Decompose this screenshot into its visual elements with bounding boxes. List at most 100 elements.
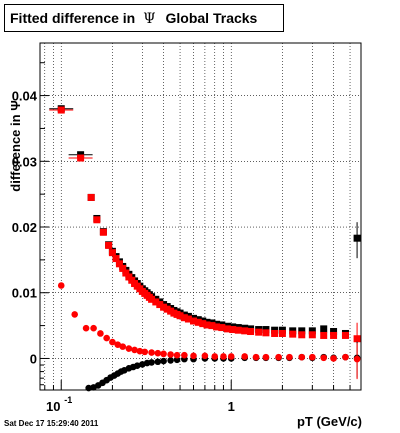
data-point-circle <box>131 346 138 354</box>
y-tick-label: 0.04 <box>12 89 38 104</box>
data-point-circle <box>97 330 104 337</box>
data-point-square <box>247 328 255 336</box>
data-point-circle <box>125 345 133 352</box>
axis-ticks <box>40 62 351 390</box>
data-point-square <box>115 260 123 268</box>
data-point-circle <box>154 358 162 366</box>
data-point-square <box>298 331 306 339</box>
data-point-circle <box>154 349 162 357</box>
data-point-square <box>320 325 328 333</box>
data-point-square <box>122 269 130 277</box>
data-point-square <box>320 331 328 339</box>
x-tick-label-exponent: -1 <box>64 395 72 405</box>
y-tick-label: 0.02 <box>12 220 37 235</box>
x-tick-label: 1 <box>228 399 235 414</box>
data-point-circle <box>173 351 181 359</box>
data-point-square <box>262 329 270 337</box>
data-point-circle <box>103 334 110 342</box>
data-point-circle <box>201 352 209 360</box>
data-point-square <box>184 315 192 323</box>
data-point-square <box>87 193 95 201</box>
x-axis-label: pT (GeV/c) <box>297 414 362 429</box>
data-point-circle <box>160 350 167 358</box>
data-point-square <box>176 312 184 320</box>
data-point-circle <box>109 338 116 346</box>
data-point-circle <box>148 349 155 356</box>
data-point-square <box>108 249 116 257</box>
data-point-square <box>241 327 249 335</box>
data-point-square <box>180 314 188 322</box>
data-point-circle <box>114 341 122 348</box>
data-point-square <box>203 321 211 329</box>
data-point-circle <box>167 351 174 358</box>
y-tick-label: 0 <box>30 351 37 366</box>
title-text: Fitted difference in <box>10 10 136 26</box>
data-point-circle <box>309 353 316 361</box>
data-point-square <box>223 325 231 333</box>
data-point-circle <box>275 353 282 361</box>
data-point-square <box>152 298 160 306</box>
grid-lines <box>40 43 361 390</box>
data-point-square <box>353 234 361 242</box>
title-psi-symbol: Ψ <box>143 11 156 27</box>
data-point-square <box>77 154 85 162</box>
data-point-square <box>112 255 120 263</box>
data-point-circle <box>148 359 155 366</box>
data-point-square <box>199 320 207 328</box>
data-point-square <box>229 326 237 334</box>
data-point-square <box>194 318 202 326</box>
data-point-circle <box>119 343 127 350</box>
data-point-square <box>289 330 297 338</box>
data-point-circle <box>320 354 328 362</box>
data-point-circle <box>353 355 361 363</box>
data-point-square <box>298 327 306 335</box>
data-point-circle <box>136 347 144 355</box>
y-axis-label: difference in Ψ <box>8 100 23 191</box>
data-point-square <box>234 326 242 334</box>
data-point-square <box>278 329 286 337</box>
data-point-circle <box>227 353 235 360</box>
data-point-square <box>218 324 226 332</box>
data-point-square <box>308 327 316 335</box>
data-point-square <box>330 328 338 336</box>
data-point-square <box>119 264 127 272</box>
y-tick-label: 0.01 <box>12 286 37 301</box>
data-point-circle <box>241 353 248 360</box>
data-point-square <box>57 106 65 114</box>
data-point-square <box>255 328 263 336</box>
data-point-circle <box>141 348 149 356</box>
data-point-circle <box>167 357 174 364</box>
data-point-square <box>190 317 198 325</box>
tick-labels: 0 0.01 0.02 0.03 0.04 10 -1 1 <box>12 89 235 414</box>
data-point-square <box>105 241 113 249</box>
data-point-square <box>208 322 216 330</box>
data-point-square <box>330 331 338 339</box>
chart-title: Fitted difference in Ψ Global Tracks <box>4 4 284 32</box>
data-point-circle <box>82 324 90 332</box>
data-point-square <box>99 228 107 236</box>
data-point-circle <box>330 355 337 362</box>
data-point-circle <box>262 353 270 361</box>
data-point-circle <box>252 353 260 361</box>
data-point-circle <box>220 353 227 360</box>
data-point-circle <box>57 282 65 289</box>
data-points <box>49 105 361 392</box>
data-point-circle <box>286 353 293 361</box>
data-point-circle <box>342 353 349 361</box>
data-point-square <box>148 295 156 303</box>
data-point-circle <box>133 362 141 369</box>
y-tick-label: 0.03 <box>12 154 37 169</box>
data-point-circle <box>190 352 197 360</box>
data-point-circle <box>211 353 219 360</box>
data-point-circle <box>298 353 306 361</box>
data-point-circle <box>173 356 181 364</box>
data-point-square <box>93 216 101 224</box>
plot-frame <box>39 42 362 391</box>
x-tick-label: 10 <box>46 399 60 414</box>
data-point-square <box>160 303 168 311</box>
data-point-square <box>308 331 316 339</box>
data-point-square <box>213 323 221 331</box>
data-point-square <box>156 301 164 309</box>
data-point-circle <box>181 351 188 359</box>
